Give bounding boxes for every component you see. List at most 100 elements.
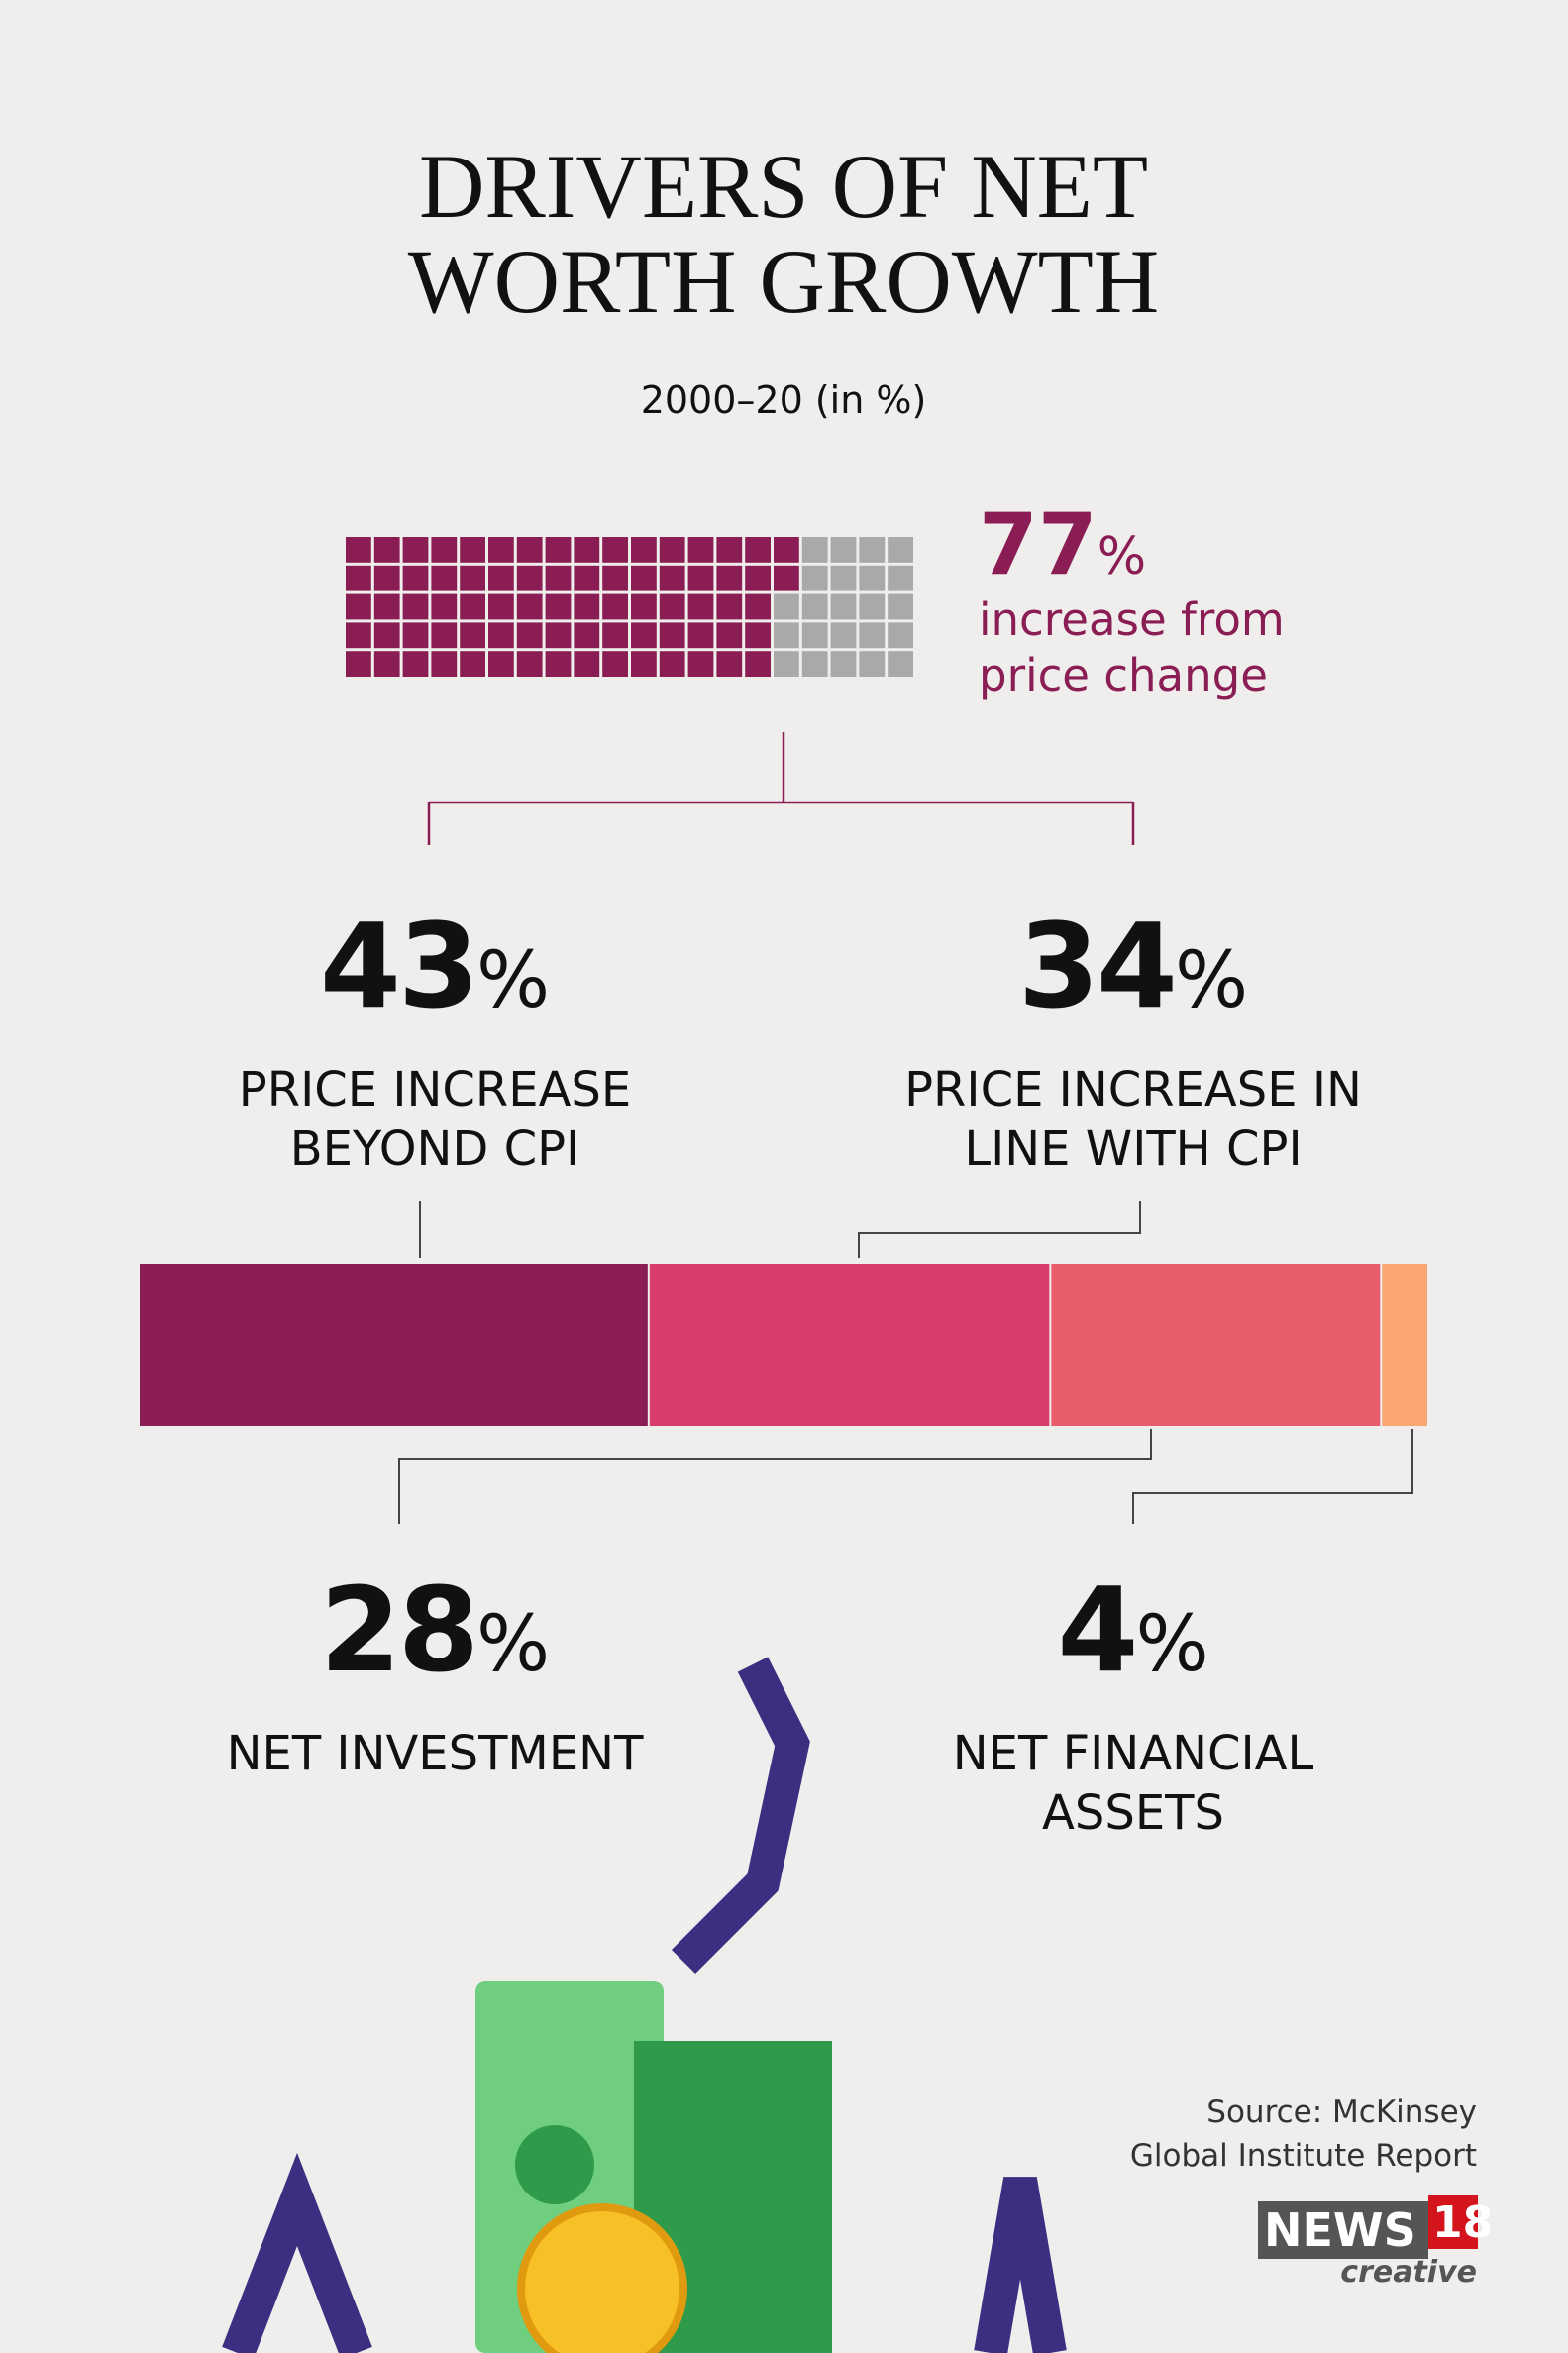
waffle-value-label: 77%: [979, 495, 1147, 594]
waffle-cell-filled: [373, 651, 400, 677]
series-name: NET FINANCIAL ASSETS: [952, 1726, 1314, 1841]
logo-tagline: creative: [1340, 2255, 1477, 2290]
value-label: 4%: [1057, 1561, 1209, 1698]
waffle-cell-filled: [631, 651, 657, 677]
coin: [517, 2203, 687, 2353]
waffle-cell-filled: [516, 565, 543, 591]
waffle-cell-filled: [431, 565, 458, 591]
waffle-cell-filled: [631, 537, 657, 563]
waffle-cell-filled: [602, 593, 628, 620]
waffle-cell-filled: [346, 593, 371, 620]
waffle-cell-filled: [716, 622, 743, 649]
waffle-cell-filled: [574, 537, 600, 563]
illustration: [222, 1657, 1067, 2353]
top-connector: [427, 732, 1135, 845]
waffle-cell-filled: [346, 651, 371, 677]
waffle-cell-empty: [830, 565, 857, 591]
waffle-caption: price change: [979, 649, 1268, 701]
waffle-cell-filled: [545, 651, 572, 677]
waffle-cell-filled: [602, 651, 628, 677]
waffle-cell-filled: [373, 537, 400, 563]
waffle-cell-empty: [801, 651, 828, 677]
waffle-cell-filled: [346, 622, 371, 649]
waffle-cell-filled: [431, 622, 458, 649]
waffle-cell-filled: [488, 651, 514, 677]
waffle-cell-filled: [516, 593, 543, 620]
waffle-cell-filled: [602, 537, 628, 563]
series-name: NET INVESTMENT: [226, 1726, 644, 1781]
waffle-cell-filled: [431, 537, 458, 563]
waffle-cell-filled: [545, 537, 572, 563]
waffle-cell-empty: [801, 565, 828, 591]
waffle-cell-filled: [716, 593, 743, 620]
bar-segment: [140, 1264, 648, 1426]
waffle-cell-filled: [346, 537, 371, 563]
waffle-cell-filled: [774, 537, 799, 563]
waffle-cell-filled: [402, 537, 429, 563]
bar-connectors: [398, 1201, 1413, 1524]
waffle-cell-filled: [460, 565, 485, 591]
waffle-cell-filled: [574, 651, 600, 677]
waffle-cell-filled: [402, 565, 429, 591]
waffle-cell-filled: [460, 537, 485, 563]
waffle-cell-empty: [888, 651, 913, 677]
waffle-cell-filled: [488, 565, 514, 591]
waffle-cell-filled: [402, 622, 429, 649]
series-name: PRICE INCREASE IN LINE WITH CPI: [904, 1062, 1362, 1177]
waffle-cell-filled: [460, 593, 485, 620]
waffle-cell-filled: [516, 622, 543, 649]
waffle-cell-empty: [859, 537, 886, 563]
value-label: 28%: [319, 1561, 551, 1698]
waffle-cell-filled: [687, 622, 714, 649]
waffle-cell-empty: [888, 537, 913, 563]
bar-segment: [1051, 1264, 1381, 1426]
waffle-cell-filled: [716, 565, 743, 591]
dollar-badge: [515, 2125, 594, 2204]
waffle-cell-filled: [373, 565, 400, 591]
waffle-cell-filled: [516, 651, 543, 677]
figure: [671, 1657, 810, 1975]
waffle-cell-filled: [631, 565, 657, 591]
waffle-cell-filled: [659, 565, 685, 591]
waffle-cell-empty: [859, 593, 886, 620]
waffle-cell-filled: [716, 537, 743, 563]
waffle-cell-filled: [574, 565, 600, 591]
waffle-cell-empty: [859, 565, 886, 591]
waffle-cell-filled: [602, 565, 628, 591]
waffle-cell-empty: [859, 622, 886, 649]
waffle-cell-empty: [830, 593, 857, 620]
logo-red: [1428, 2195, 1478, 2249]
waffle-cell-filled: [659, 593, 685, 620]
waffle-cell-filled: [716, 651, 743, 677]
waffle-cell-filled: [516, 537, 543, 563]
title-line: DRIVERS OF NET: [418, 136, 1149, 237]
waffle-cell-filled: [373, 622, 400, 649]
figure: [974, 2177, 1067, 2353]
waffle-cell-empty: [774, 593, 799, 620]
waffle-cell-filled: [745, 593, 771, 620]
bar-segment: [649, 1264, 1050, 1426]
waffle-cell-filled: [687, 565, 714, 591]
waffle-cell-filled: [574, 622, 600, 649]
waffle-cell-filled: [745, 651, 771, 677]
waffle-cell-filled: [488, 593, 514, 620]
source: Global Institute Report: [1129, 2138, 1477, 2174]
series-name: PRICE INCREASE BEYOND CPI: [238, 1062, 632, 1177]
value-label: 34%: [1017, 898, 1249, 1034]
waffle-cell-filled: [545, 622, 572, 649]
waffle-cell-filled: [687, 651, 714, 677]
waffle-caption: increase from: [979, 593, 1285, 646]
waffle-cell-filled: [602, 622, 628, 649]
waffle-cell-empty: [801, 537, 828, 563]
waffle-cell-empty: [888, 593, 913, 620]
logo-box: [1258, 2195, 1478, 2259]
source: Source: McKinsey: [1206, 2094, 1477, 2130]
waffle-cell-filled: [346, 565, 371, 591]
waffle-cell-filled: [687, 537, 714, 563]
waffle-cell-filled: [659, 537, 685, 563]
waffle-cell-filled: [631, 593, 657, 620]
waffle-cell-empty: [774, 651, 799, 677]
waffle-cell-filled: [774, 565, 799, 591]
waffle-cell-empty: [888, 622, 913, 649]
